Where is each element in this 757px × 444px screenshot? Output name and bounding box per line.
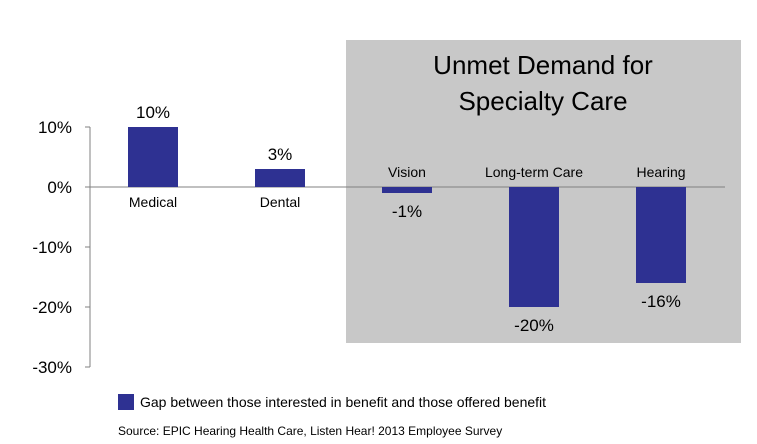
y-tick-label: -20%: [32, 298, 72, 317]
legend-swatch: [118, 394, 134, 410]
legend: Gap between those interested in benefit …: [118, 394, 546, 410]
category-label: Long-term Care: [485, 164, 583, 180]
data-label: -1%: [392, 202, 422, 221]
y-tick-label: 10%: [38, 118, 72, 137]
data-label: 3%: [268, 145, 293, 164]
data-label: 10%: [136, 103, 170, 122]
y-tick-label: -30%: [32, 358, 72, 377]
category-label: Medical: [129, 194, 177, 210]
category-label: Dental: [260, 194, 300, 210]
category-label: Vision: [388, 164, 426, 180]
bar: [382, 187, 432, 193]
highlight-title-line-1: Unmet Demand for: [433, 50, 653, 80]
category-label: Hearing: [636, 164, 685, 180]
bar: [636, 187, 686, 283]
data-label: -20%: [514, 316, 554, 335]
y-tick-label: 0%: [47, 178, 72, 197]
bar: [509, 187, 559, 307]
legend-label: Gap between those interested in benefit …: [140, 394, 547, 410]
y-tick-label: -10%: [32, 238, 72, 257]
bar: [255, 169, 305, 187]
source-note: Source: EPIC Hearing Health Care, Listen…: [118, 424, 503, 438]
bar: [128, 127, 178, 187]
highlight-title-line-2: Specialty Care: [458, 86, 627, 116]
data-label: -16%: [641, 292, 681, 311]
